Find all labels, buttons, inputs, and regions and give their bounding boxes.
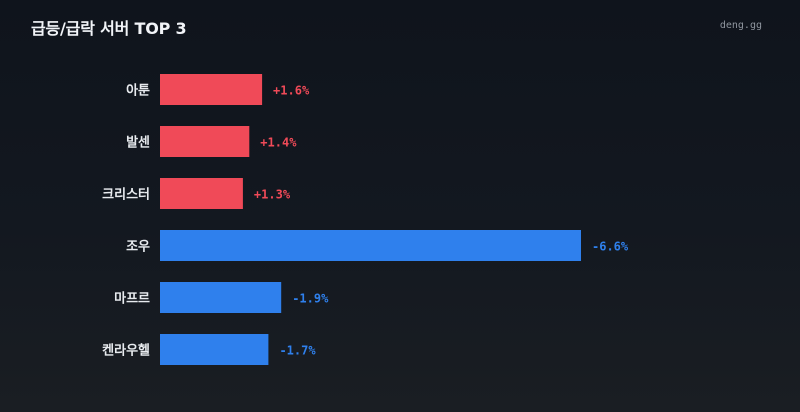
category-label: 마프르 xyxy=(114,291,150,307)
category-label: 크리스터 xyxy=(102,187,150,203)
chart-title: 급등/급락 서버 TOP 3 xyxy=(31,19,187,38)
category-label: 발센 xyxy=(126,135,150,151)
brand-watermark: deng.gg xyxy=(719,20,762,31)
value-label: -1.7% xyxy=(279,344,316,358)
category-label: 조우 xyxy=(126,240,150,255)
bar-down xyxy=(160,282,282,313)
value-label: -6.6% xyxy=(592,240,629,254)
value-label: +1.4% xyxy=(260,136,297,150)
bar-up xyxy=(160,178,243,209)
category-label: 켄라우헬 xyxy=(102,343,150,359)
value-label: +1.3% xyxy=(254,188,291,202)
bar-up xyxy=(160,74,263,105)
category-label: 아툰 xyxy=(126,83,150,99)
bar-up xyxy=(160,126,250,157)
value-label: -1.9% xyxy=(292,292,329,306)
bar-group: 아툰 +1.6% 발센 +1.4% 크리스터 +1.3% 조우 -6.6% 마프르 -1.9% 켄라… xyxy=(102,74,629,365)
value-label: +1.6% xyxy=(273,84,310,98)
bar-down xyxy=(160,230,581,261)
bar-down xyxy=(160,334,269,365)
